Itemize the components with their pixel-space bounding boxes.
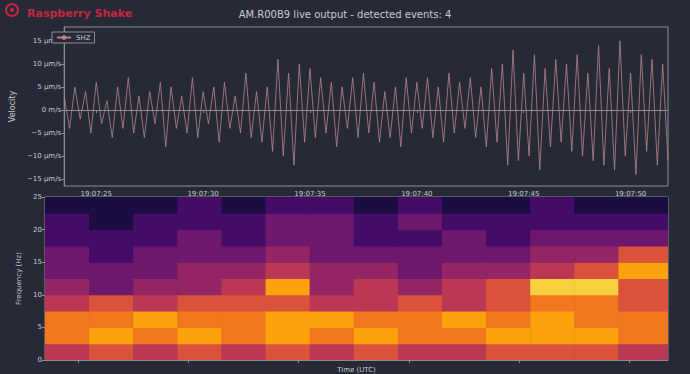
svg-text:19:07:45: 19:07:45 <box>508 190 539 198</box>
svg-text:Time (UTC): Time (UTC) <box>336 366 376 374</box>
svg-text:Velocity: Velocity <box>8 91 17 123</box>
svg-text:19:07:25: 19:07:25 <box>81 190 112 198</box>
svg-text:19:07:35: 19:07:35 <box>294 190 325 198</box>
svg-text:0 m/s: 0 m/s <box>42 106 62 114</box>
svg-text:−10 µm/s: −10 µm/s <box>27 152 62 160</box>
svg-text:20: 20 <box>33 226 42 234</box>
svg-text:−5 µm/s: −5 µm/s <box>31 129 61 137</box>
svg-text:10 µm/s: 10 µm/s <box>33 60 62 68</box>
svg-text:Raspberry Shake: Raspberry Shake <box>27 7 132 20</box>
svg-text:19:07:50: 19:07:50 <box>615 190 646 198</box>
svg-text:SHZ: SHZ <box>76 34 91 42</box>
svg-text:19:07:40: 19:07:40 <box>401 190 432 198</box>
svg-text:25: 25 <box>33 193 42 201</box>
svg-text:15 µm/s: 15 µm/s <box>32 36 62 45</box>
svg-text:5: 5 <box>38 323 42 331</box>
svg-text:15: 15 <box>33 258 42 266</box>
svg-text:19:07:30: 19:07:30 <box>187 190 218 198</box>
svg-text:0: 0 <box>38 356 42 364</box>
svg-text:Frequency (Hz): Frequency (Hz) <box>15 252 23 305</box>
svg-text:−15 µm/s: −15 µm/s <box>27 175 62 183</box>
svg-text:5 µm/s: 5 µm/s <box>37 83 61 91</box>
svg-text:AM.R00B9 live output - detecte: AM.R00B9 live output - detected events: … <box>239 9 452 20</box>
svg-text:10: 10 <box>33 291 42 299</box>
